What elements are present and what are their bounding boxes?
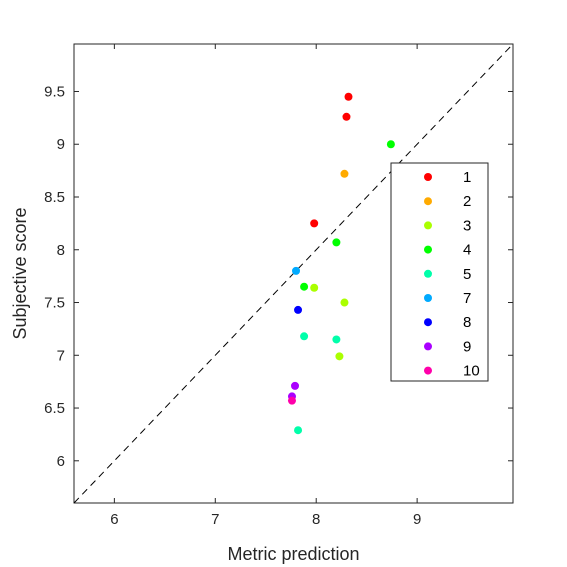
legend-marker-9 bbox=[424, 342, 432, 351]
y-tick-label: 7.5 bbox=[44, 295, 65, 312]
y-axis-label: Subjective score bbox=[10, 207, 30, 339]
data-point-series-3 bbox=[335, 352, 344, 361]
data-point-series-9 bbox=[291, 381, 300, 390]
data-point-series-1 bbox=[310, 219, 319, 228]
data-point-series-4 bbox=[386, 140, 395, 149]
legend-marker-8 bbox=[424, 318, 432, 327]
legend-marker-5 bbox=[424, 269, 432, 278]
x-tick-label: 8 bbox=[312, 511, 320, 528]
legend-label-3: 3 bbox=[463, 217, 471, 234]
legend-label-8: 8 bbox=[463, 314, 471, 331]
data-point-series-5 bbox=[300, 332, 309, 341]
legend-marker-2 bbox=[424, 197, 432, 206]
legend-box bbox=[390, 162, 489, 382]
data-point-series-5 bbox=[332, 335, 341, 344]
legend-marker-4 bbox=[424, 245, 432, 254]
y-tick-label: 9 bbox=[57, 136, 65, 153]
y-tick-label: 6.5 bbox=[44, 400, 65, 417]
legend-label-1: 1 bbox=[463, 169, 471, 186]
data-point-series-3 bbox=[310, 283, 319, 292]
data-point-series-5 bbox=[294, 426, 303, 435]
x-tick-label: 7 bbox=[211, 511, 219, 528]
x-tick-label: 9 bbox=[413, 511, 421, 528]
y-tick-label: 6 bbox=[57, 453, 65, 470]
y-tick-label: 9.5 bbox=[44, 83, 65, 100]
legend-marker-3 bbox=[424, 221, 432, 230]
legend: 1 2 3 4 5 7 8 9 10 bbox=[390, 162, 489, 382]
legend-label-7: 7 bbox=[463, 290, 471, 307]
x-axis-label: Metric prediction bbox=[227, 544, 359, 564]
legend-marker-1 bbox=[424, 173, 432, 181]
data-point-series-7 bbox=[292, 266, 301, 275]
data-point-series-4 bbox=[300, 282, 309, 291]
legend-label-2: 2 bbox=[463, 193, 471, 210]
legend-label-5: 5 bbox=[463, 266, 471, 283]
legend-label-9: 9 bbox=[463, 338, 471, 355]
y-tick-label: 7 bbox=[57, 347, 65, 364]
data-point-series-2 bbox=[340, 169, 349, 178]
legend-label-10: 10 bbox=[463, 363, 480, 380]
data-point-series-4 bbox=[332, 238, 341, 247]
data-point-series-10 bbox=[287, 396, 296, 405]
data-point-series-1 bbox=[344, 92, 353, 101]
data-point-series-3 bbox=[340, 298, 349, 307]
y-tick-label: 8.5 bbox=[44, 189, 65, 206]
data-point-series-8 bbox=[294, 305, 303, 314]
legend-marker-10 bbox=[424, 366, 432, 375]
legend-marker-7 bbox=[424, 294, 432, 302]
y-tick-label: 8 bbox=[57, 242, 65, 259]
legend-label-4: 4 bbox=[463, 242, 471, 259]
x-tick-label: 6 bbox=[110, 511, 118, 528]
data-point-series-1 bbox=[342, 112, 351, 121]
